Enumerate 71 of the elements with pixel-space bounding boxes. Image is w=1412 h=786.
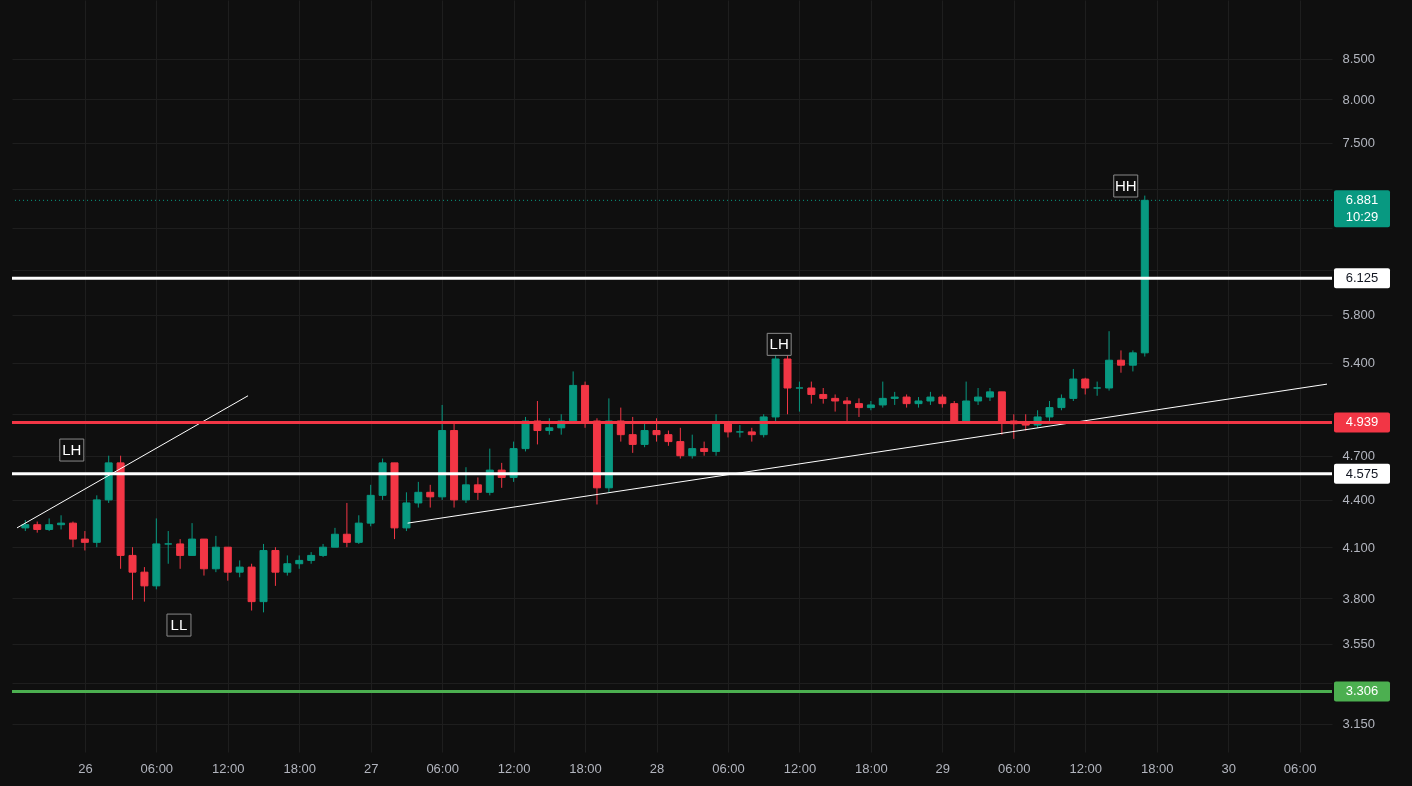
x-tick-label: 18:00: [1140, 760, 1174, 776]
x-tick-label: 06:00: [712, 760, 745, 776]
x-tick-label: 12:00: [783, 760, 817, 776]
x-tick-label: 18:00: [855, 760, 888, 776]
candlestick: [426, 484, 435, 509]
x-tick-label: 06:00: [140, 760, 174, 776]
candlestick: [1045, 400, 1054, 422]
ref-line-label: 4.575: [1345, 465, 1379, 481]
candlestick: [211, 535, 220, 573]
y-tick-label: 4.100: [1342, 539, 1376, 555]
y-tick-label: 3.550: [1342, 636, 1376, 652]
y-tick-label: 8.000: [1342, 91, 1376, 107]
candlestick: [473, 476, 482, 501]
y-tick-label: 5.800: [1342, 307, 1376, 323]
y-tick-label: 7.500: [1342, 135, 1376, 151]
annotation: LH: [769, 335, 789, 353]
candlestick: [342, 502, 351, 548]
y-tick-label: 4.700: [1342, 448, 1376, 464]
candlestick: [688, 434, 697, 460]
x-tick-label: 29: [935, 760, 951, 776]
x-tick-label: 06:00: [426, 760, 459, 776]
candlestick: [854, 397, 863, 418]
y-tick-label: 8.500: [1342, 51, 1376, 67]
y-tick-label: 5.400: [1342, 355, 1376, 371]
x-tick-label: 18:00: [283, 760, 317, 776]
candlestick: [164, 530, 173, 565]
candlestick: [354, 514, 363, 545]
candlestick: [866, 400, 875, 411]
candlestick: [57, 514, 66, 530]
candlestick: [188, 522, 197, 556]
candlestick: [676, 427, 685, 460]
candlestick: [878, 381, 887, 409]
candlestick: [1116, 349, 1125, 374]
x-tick-label: 12:00: [212, 760, 245, 776]
x-tick-label: 27: [363, 760, 379, 776]
candlestick: [1128, 349, 1137, 372]
x-tick-label: 12:00: [497, 760, 531, 776]
annotation: LL: [170, 616, 188, 634]
x-tick-label: 18:00: [569, 760, 602, 776]
x-tick-label: 06:00: [1283, 760, 1317, 776]
candlestick: [140, 566, 149, 603]
ref-line-label: 3.306: [1345, 683, 1379, 699]
candlestick: [461, 466, 470, 504]
annotation: HH: [1114, 177, 1137, 195]
ref-line-label: 4.939: [1345, 414, 1379, 430]
candlestick: [735, 424, 744, 438]
x-tick-label: 26: [78, 760, 93, 776]
candlestick: [80, 530, 89, 551]
candlestick: [414, 481, 423, 509]
candlestick: [330, 527, 339, 548]
x-tick-label: 30: [1221, 760, 1236, 776]
x-tick-label: 12:00: [1069, 760, 1103, 776]
candlestick: [68, 521, 77, 548]
candlestick: [985, 387, 994, 402]
ref-line-label: 6.125: [1345, 270, 1379, 286]
candlestick: [974, 387, 983, 406]
text: 10:29: [1345, 209, 1379, 225]
y-tick-label: 4.400: [1342, 492, 1376, 508]
candlestick: [271, 546, 280, 587]
x-tick-label: 28: [649, 760, 665, 776]
y-tick-label: 3.800: [1342, 590, 1376, 606]
candlestick: [128, 546, 137, 601]
candlestick: [1069, 368, 1078, 402]
candlestick: [795, 381, 804, 413]
x-tick-label: 06:00: [998, 760, 1031, 776]
annotation: LH: [62, 441, 82, 459]
candlestick: [807, 381, 816, 405]
ref-line-label: 6.881: [1345, 192, 1379, 208]
candlestick: [283, 554, 292, 577]
candlestick: [176, 538, 185, 570]
y-tick-label: 3.150: [1342, 716, 1376, 732]
